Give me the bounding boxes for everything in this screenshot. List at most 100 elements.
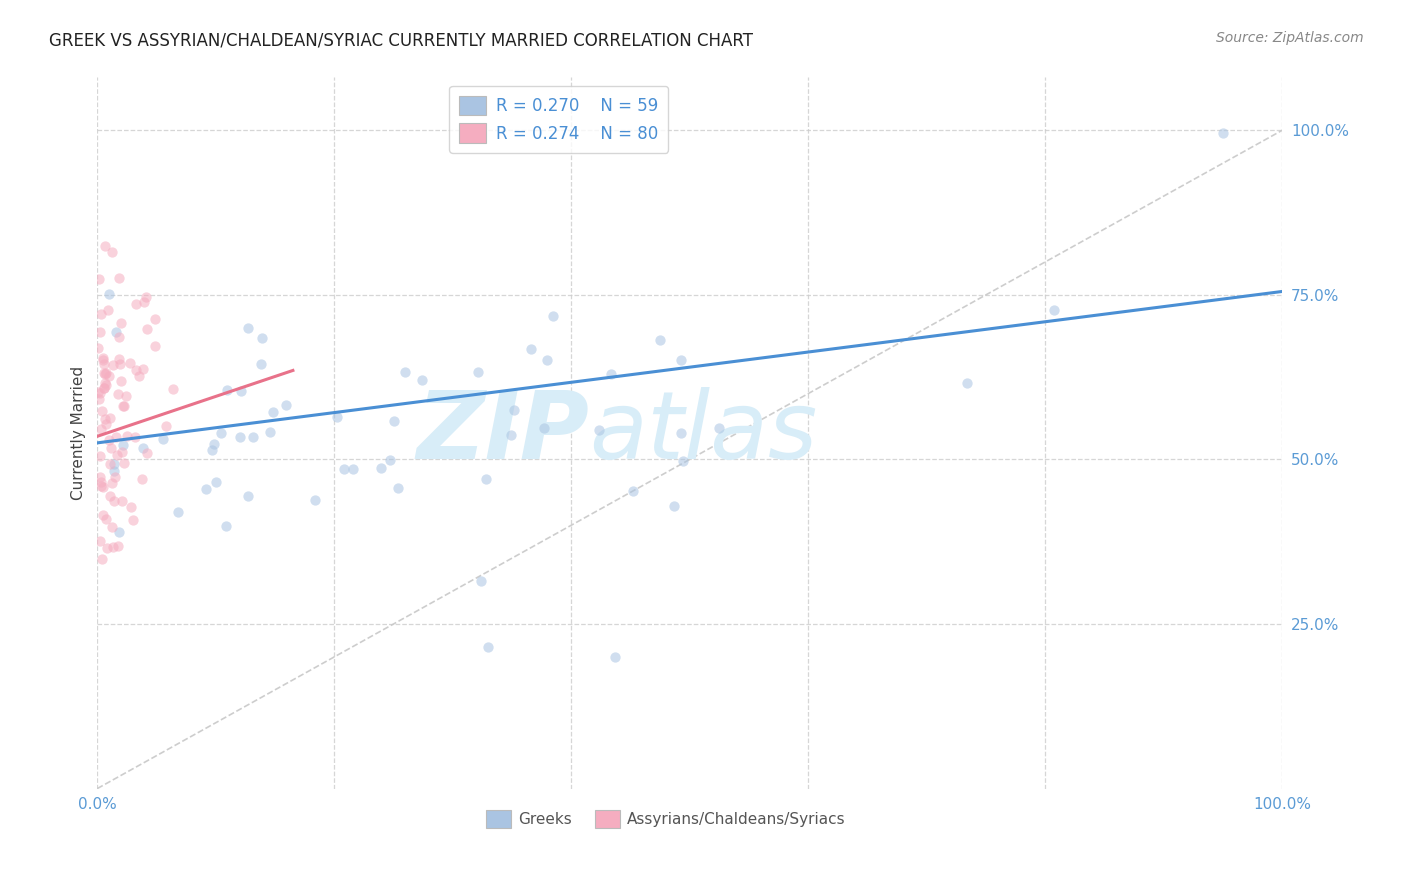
- Point: [671, 353, 693, 368]
- Point: [155, 419, 177, 434]
- Point: [135, 322, 157, 336]
- Text: GREEK VS ASSYRIAN/CHALDEAN/SYRIAC CURRENTLY MARRIED CORRELATION CHART: GREEK VS ASSYRIAN/CHALDEAN/SYRIAC CURREN…: [49, 31, 754, 49]
- Point: [112, 399, 135, 413]
- Point: [100, 442, 122, 456]
- Point: [94, 417, 117, 432]
- Point: [541, 309, 564, 323]
- Point: [112, 438, 135, 452]
- Point: [104, 470, 127, 484]
- Point: [152, 432, 174, 446]
- Point: [236, 321, 259, 335]
- Point: [100, 244, 122, 259]
- Point: [107, 330, 129, 344]
- Point: [120, 500, 142, 515]
- Point: [98, 458, 121, 472]
- Point: [229, 429, 252, 443]
- Point: [475, 472, 498, 486]
- Point: [131, 441, 153, 455]
- Point: [91, 404, 114, 418]
- Point: [125, 363, 148, 377]
- Point: [128, 369, 150, 384]
- Point: [470, 574, 492, 588]
- Point: [94, 376, 117, 390]
- Point: [110, 316, 132, 330]
- Point: [105, 429, 128, 443]
- Point: [101, 540, 124, 554]
- Point: [93, 353, 115, 368]
- Point: [108, 524, 131, 539]
- Text: atlas: atlas: [589, 387, 817, 478]
- Point: [89, 325, 111, 339]
- Point: [370, 461, 392, 475]
- Point: [304, 493, 326, 508]
- Point: [114, 456, 136, 470]
- Point: [707, 420, 730, 434]
- Point: [333, 462, 356, 476]
- Point: [94, 366, 117, 380]
- Point: [112, 399, 135, 413]
- Point: [262, 405, 284, 419]
- Point: [132, 295, 155, 310]
- Point: [533, 421, 555, 435]
- Point: [342, 461, 364, 475]
- Point: [202, 437, 225, 451]
- Point: [259, 425, 281, 439]
- Point: [209, 425, 232, 440]
- Point: [1212, 127, 1234, 141]
- Point: [98, 410, 121, 425]
- Point: [502, 403, 524, 417]
- Point: [105, 325, 128, 339]
- Point: [107, 539, 129, 553]
- Point: [90, 475, 112, 490]
- Point: [93, 351, 115, 365]
- Point: [103, 457, 125, 471]
- Point: [501, 428, 523, 442]
- Point: [107, 271, 129, 285]
- Point: [90, 307, 112, 321]
- Point: [115, 389, 138, 403]
- Point: [135, 291, 157, 305]
- Point: [621, 484, 644, 499]
- Point: [91, 508, 114, 522]
- Point: [125, 297, 148, 311]
- Point: [229, 384, 252, 398]
- Point: [94, 238, 117, 252]
- Y-axis label: Currently Married: Currently Married: [72, 366, 86, 500]
- Point: [662, 499, 685, 513]
- Point: [599, 368, 621, 382]
- Point: [111, 445, 134, 459]
- Point: [136, 446, 159, 460]
- Point: [536, 353, 558, 368]
- Point: [110, 357, 132, 371]
- Point: [98, 369, 121, 384]
- Point: [93, 367, 115, 381]
- Point: [87, 272, 110, 286]
- Point: [669, 425, 692, 440]
- Point: [382, 414, 405, 428]
- Point: [94, 377, 117, 392]
- Point: [672, 454, 695, 468]
- Point: [956, 376, 979, 390]
- Point: [166, 505, 188, 519]
- Point: [98, 489, 121, 503]
- Point: [94, 411, 117, 425]
- Point: [394, 365, 416, 379]
- Point: [249, 357, 271, 371]
- Point: [411, 373, 433, 387]
- Point: [120, 356, 142, 370]
- Point: [94, 512, 117, 526]
- Point: [89, 385, 111, 400]
- Point: [89, 533, 111, 548]
- Point: [87, 385, 110, 400]
- Point: [91, 552, 114, 566]
- Point: [477, 640, 499, 654]
- Text: ZIP: ZIP: [416, 387, 589, 479]
- Point: [100, 475, 122, 490]
- Point: [97, 434, 120, 448]
- Point: [87, 341, 110, 355]
- Point: [520, 343, 543, 357]
- Point: [91, 480, 114, 494]
- Point: [90, 479, 112, 493]
- Point: [195, 482, 218, 496]
- Point: [105, 448, 128, 462]
